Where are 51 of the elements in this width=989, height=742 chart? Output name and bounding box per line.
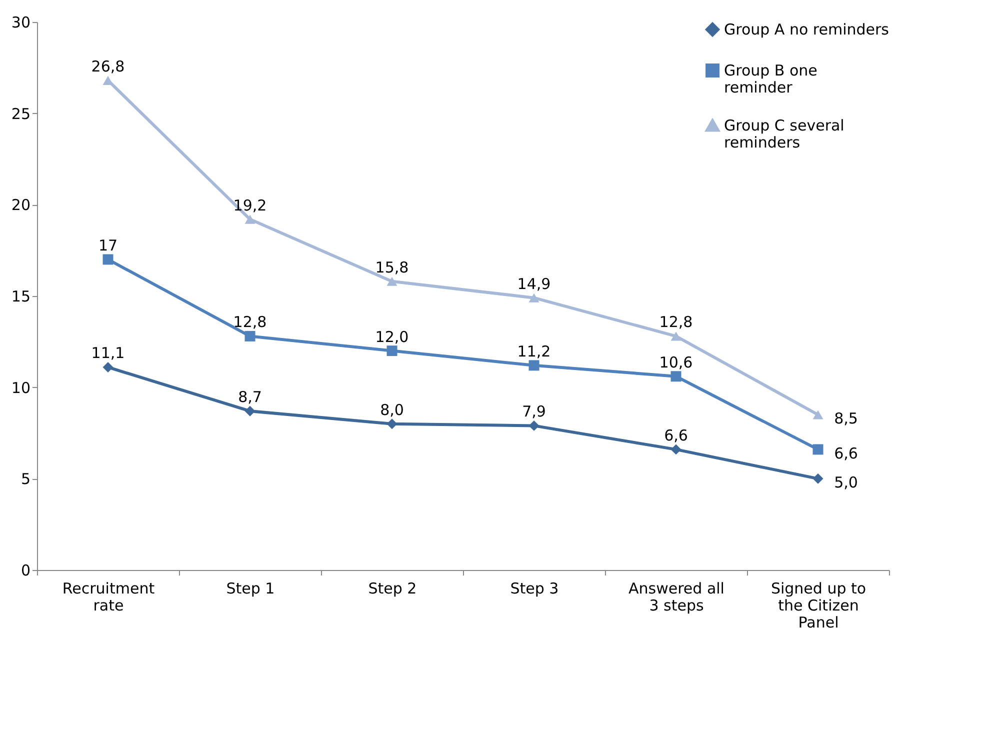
data-label: 12,0 bbox=[375, 328, 409, 346]
data-label: 6,6 bbox=[664, 426, 688, 444]
point bbox=[670, 371, 682, 382]
point bbox=[386, 276, 398, 286]
y-tick-label: 0 bbox=[20, 562, 30, 580]
data-label: 10,6 bbox=[659, 353, 693, 372]
legend-label: Group A no reminders bbox=[724, 20, 890, 38]
data-label: 8,7 bbox=[238, 388, 262, 406]
point bbox=[528, 420, 540, 431]
point bbox=[528, 360, 540, 371]
data-label: 26,8 bbox=[91, 57, 125, 76]
point bbox=[812, 444, 824, 455]
x-tick-label: Signed up to the Citizen Panel bbox=[770, 580, 866, 632]
point bbox=[386, 418, 398, 430]
y-tick-label: 15 bbox=[11, 288, 30, 306]
x-tick-label: Step 3 bbox=[510, 580, 559, 598]
data-label: 8,0 bbox=[380, 400, 404, 419]
point bbox=[386, 346, 398, 356]
data-label: 12,8 bbox=[233, 313, 267, 332]
y-tick-label: 5 bbox=[20, 470, 30, 488]
x-tick-label: Answered all 3 steps bbox=[628, 580, 724, 614]
data-label: 11,2 bbox=[517, 342, 551, 360]
data-label: 19,2 bbox=[233, 196, 267, 214]
data-label: 14,9 bbox=[517, 274, 551, 293]
data-label: 6,6 bbox=[834, 444, 858, 462]
y-tick-label: 10 bbox=[11, 378, 30, 397]
data-label: 7,9 bbox=[522, 402, 546, 421]
data-label: 12,8 bbox=[659, 313, 693, 332]
x-tick-label: Step 2 bbox=[368, 580, 417, 598]
data-label: 5,0 bbox=[834, 474, 858, 492]
data-label: 15,8 bbox=[375, 258, 409, 276]
y-tick-label: 25 bbox=[11, 104, 30, 123]
point bbox=[102, 362, 114, 372]
point bbox=[244, 330, 256, 342]
point bbox=[244, 214, 256, 224]
data-label: 17 bbox=[98, 236, 118, 254]
point bbox=[528, 293, 540, 302]
point bbox=[670, 444, 682, 455]
data-label: 11,1 bbox=[91, 344, 125, 362]
point bbox=[244, 406, 256, 416]
y-tick-label: 30 bbox=[11, 14, 30, 32]
data-label: 8,5 bbox=[834, 410, 858, 428]
point bbox=[812, 410, 824, 420]
legend-label: Group B one reminder bbox=[724, 62, 818, 96]
legend-label: Group C several reminders bbox=[724, 116, 844, 152]
point bbox=[670, 332, 682, 341]
point bbox=[102, 254, 114, 265]
x-tick-label: Recruitment rate bbox=[62, 580, 155, 614]
y-tick-label: 20 bbox=[11, 196, 30, 214]
point bbox=[812, 473, 824, 484]
x-tick-label: Step 1 bbox=[226, 580, 275, 598]
